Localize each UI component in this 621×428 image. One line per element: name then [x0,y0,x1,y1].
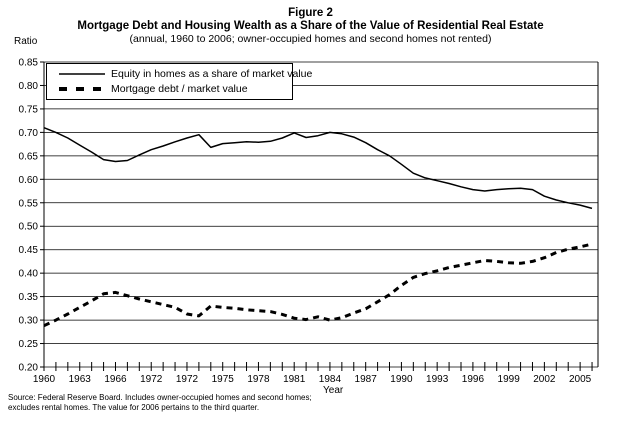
y-axis-title: Ratio [14,36,38,47]
dashed-line-sample-icon [59,87,105,92]
y-tick-label: 0.40 [19,269,39,280]
figure-number: Figure 2 [288,7,333,19]
x-tick-label: 1972 [176,374,199,385]
chart-subtitle: (annual, 1960 to 2006; owner-occupied ho… [129,33,492,45]
y-tick-label: 0.70 [19,128,39,139]
y-tick-label: 0.55 [19,198,39,209]
legend-label-equity: Equity in homes as a share of market val… [111,67,313,80]
source-note: Source: Federal Reserve Board. Includes … [8,393,312,413]
y-tick-label: 0.75 [19,104,39,115]
source-note-line1: Source: Federal Reserve Board. Includes … [8,393,312,402]
legend-entry-equity: Equity in homes as a share of market val… [47,66,312,81]
y-tick-label: 0.30 [19,316,39,327]
x-tick-label: 1972 [140,374,163,385]
y-tick-label: 0.50 [19,222,39,233]
y-tick-label: 0.20 [19,363,39,374]
x-tick-label: 1963 [69,374,92,385]
chart-title-block: Figure 2 Mortgage Debt and Housing Wealt… [0,7,621,45]
x-axis-title: Year [323,385,344,396]
y-tick-label: 0.35 [19,292,39,303]
x-tick-label: 2005 [569,374,592,385]
x-tick-label: 1987 [355,374,378,385]
y-tick-label: 0.80 [19,81,39,92]
y-tick-label: 0.85 [19,58,39,69]
x-tick-label: 1960 [33,374,56,385]
x-tick-label: 1996 [462,374,485,385]
legend: Equity in homes as a share of market val… [46,63,312,100]
solid-line-sample-icon [59,72,105,75]
y-tick-label: 0.60 [19,175,39,186]
x-tick-label: 1984 [319,374,342,385]
x-tick-label: 1990 [390,374,413,385]
x-tick-label: 2002 [533,374,556,385]
y-tick-label: 0.65 [19,151,39,162]
chart-title: Mortgage Debt and Housing Wealth as a Sh… [77,20,544,32]
x-tick-label: 1981 [283,374,306,385]
x-tick-label: 1999 [498,374,521,385]
x-tick-label: 1978 [247,374,270,385]
series-line-equity [43,127,593,210]
legend-label-mortgage: Mortgage debt / market value [111,83,248,96]
x-tick-label: 1993 [426,374,449,385]
x-tick-label: 1966 [104,374,127,385]
source-note-line2: excludes rental homes. The value for 200… [8,403,260,412]
x-tick-label: 1975 [212,374,235,385]
y-tick-label: 0.45 [19,245,39,256]
legend-entry-mortgage: Mortgage debt / market value [47,82,292,97]
series-line-mortgage [43,242,593,328]
y-tick-label: 0.25 [19,339,39,350]
